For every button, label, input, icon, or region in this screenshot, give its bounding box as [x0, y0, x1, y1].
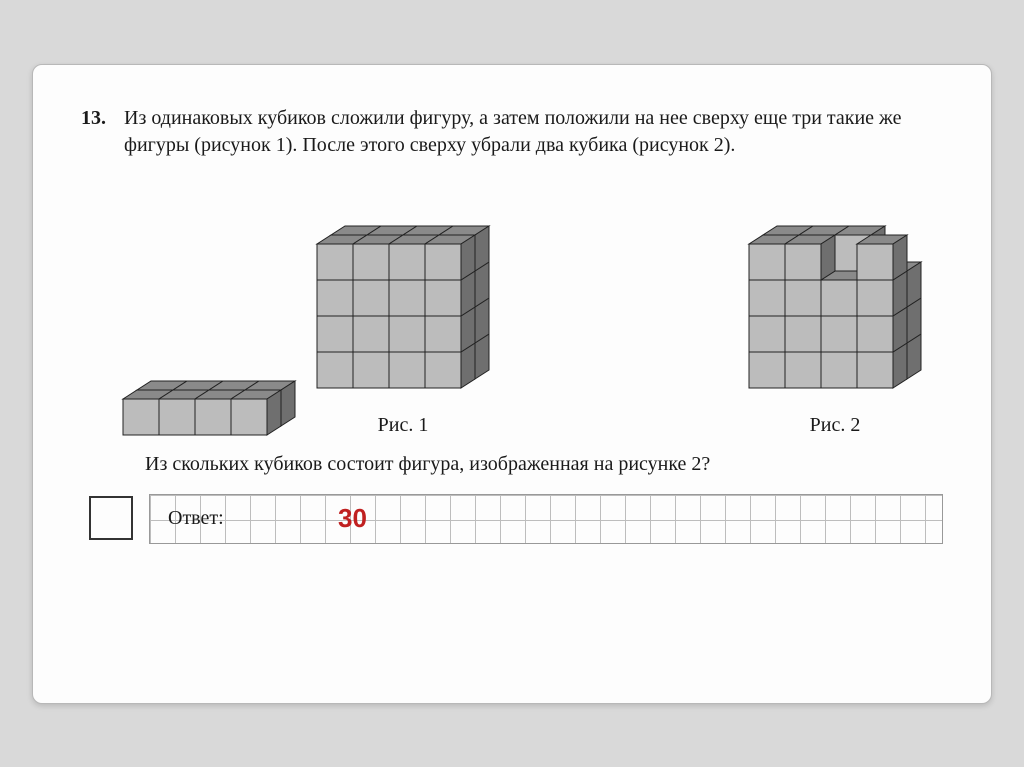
problem-number: 13.: [81, 105, 106, 159]
answer-value: 30: [338, 503, 367, 534]
caption-fig1: Рис. 1: [378, 414, 429, 437]
figures-row: Рис. 1 Рис. 2: [121, 177, 923, 437]
figure-1-group: Рис. 1: [121, 224, 491, 437]
problem-statement: 13. Из одинаковых кубиков сложили фигуру…: [81, 105, 943, 159]
figure-slab: [121, 379, 297, 437]
problem-text: Из одинаковых кубиков сложили фигуру, а …: [124, 105, 943, 159]
answer-grid: Ответ: 30: [149, 494, 943, 544]
answer-label: Ответ:: [168, 507, 224, 530]
figure-block: Рис. 1: [315, 224, 491, 437]
worksheet-page: 13. Из одинаковых кубиков сложили фигуру…: [32, 64, 992, 704]
caption-fig2: Рис. 2: [810, 414, 861, 437]
slab-svg: [121, 379, 297, 437]
block-svg: [315, 224, 491, 390]
checkbox-placeholder: [89, 496, 133, 540]
block-cut-svg: [747, 224, 923, 390]
problem-question: Из скольких кубиков состоит фигура, изоб…: [145, 453, 943, 476]
figure-block-cut: Рис. 2: [747, 224, 923, 437]
answer-row: Ответ: 30: [89, 494, 943, 544]
